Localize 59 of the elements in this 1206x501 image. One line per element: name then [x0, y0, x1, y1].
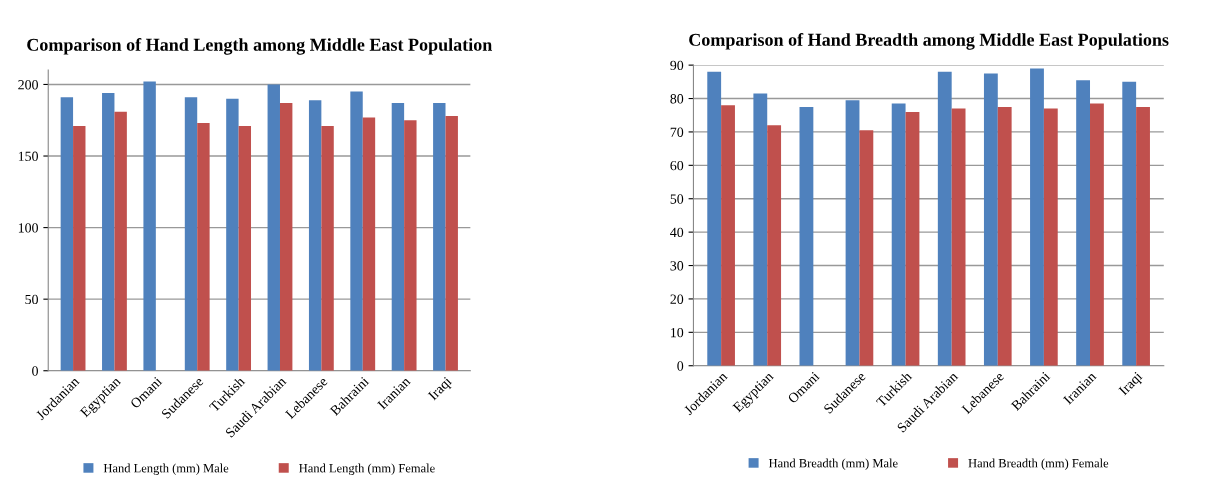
y-tick-label: 0 — [32, 366, 38, 376]
y-tick-label: 30 — [670, 261, 684, 271]
legend-label: Hand Breadth (mm) Male — [768, 458, 898, 470]
y-tick-label: 50 — [25, 294, 38, 305]
legend-label: Hand Breadth (mm) Female — [968, 458, 1109, 470]
bar — [1090, 103, 1104, 366]
bar — [102, 93, 115, 371]
bar — [1136, 106, 1150, 366]
bar — [433, 103, 446, 371]
chart-title: Comparison of Hand Length among Middle East Population — [27, 37, 493, 55]
bar — [767, 125, 782, 366]
bar — [983, 73, 998, 366]
bar — [267, 84, 280, 371]
y-tick-label: 90 — [670, 60, 684, 71]
bar — [143, 81, 156, 371]
y-tick-label: 200 — [18, 80, 38, 90]
bar — [184, 97, 198, 371]
y-tick-label: 80 — [670, 94, 684, 104]
bar — [391, 103, 405, 371]
bar — [799, 106, 814, 366]
bar — [321, 125, 334, 371]
chart-title: Comparison of Hand Breadth among Middle East Populations — [689, 32, 1169, 50]
y-tick-label: 0 — [677, 361, 684, 371]
bar — [362, 117, 376, 371]
y-tick-label: 50 — [670, 194, 684, 204]
bar — [891, 103, 906, 366]
bar — [997, 106, 1012, 366]
bar — [845, 100, 860, 366]
bar — [721, 105, 735, 366]
bar — [1043, 108, 1058, 366]
bar — [350, 91, 363, 371]
y-tick-label: 60 — [670, 160, 684, 171]
bar — [197, 123, 210, 371]
bar — [238, 125, 252, 371]
bar — [951, 108, 966, 366]
bar — [905, 111, 920, 366]
y-tick-label: 40 — [670, 227, 684, 238]
bar — [707, 71, 722, 366]
bar — [445, 115, 458, 371]
legend-label: Hand Length (mm) Female — [299, 463, 435, 475]
bar — [1076, 80, 1091, 366]
bar — [937, 71, 952, 366]
bar — [308, 100, 322, 371]
bar — [114, 111, 127, 371]
bar — [404, 120, 417, 371]
y-tick-label: 10 — [671, 327, 684, 338]
bar — [859, 130, 874, 366]
bar — [1122, 81, 1137, 366]
y-tick-label: 100 — [18, 223, 38, 233]
bar — [60, 97, 74, 371]
bar — [73, 125, 86, 371]
bar — [1030, 68, 1044, 366]
bar — [753, 93, 768, 366]
y-tick-label: 20 — [670, 294, 684, 304]
bar — [226, 98, 239, 371]
legend-label: Hand Length (mm) Male — [103, 463, 229, 475]
y-tick-label: 70 — [670, 127, 684, 137]
bar — [279, 103, 293, 371]
y-tick-label: 150 — [18, 151, 38, 161]
